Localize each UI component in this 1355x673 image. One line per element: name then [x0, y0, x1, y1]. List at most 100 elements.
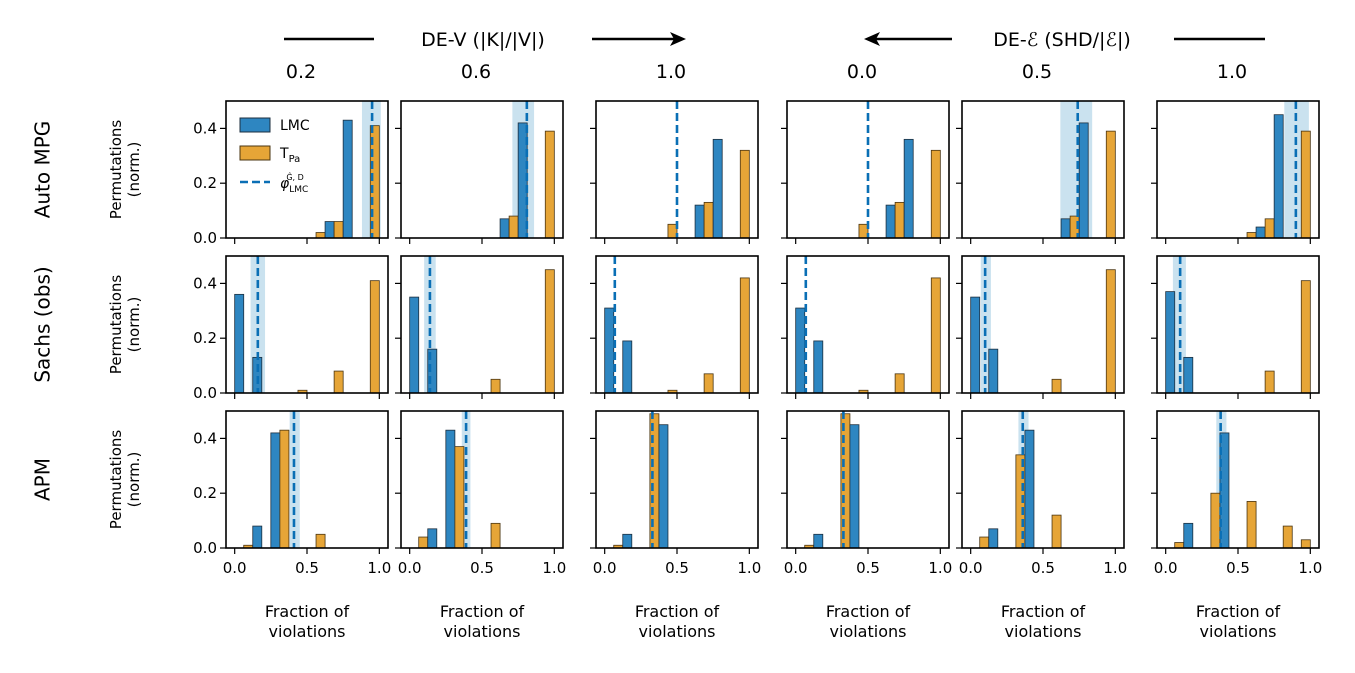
- bar-lmc: [1183, 522, 1194, 549]
- bar-tpa: [315, 232, 326, 239]
- bar-tpa: [1264, 370, 1275, 394]
- panel-frame: [1156, 410, 1320, 549]
- panel-frame: [786, 255, 950, 394]
- bar-tpa: [1051, 378, 1062, 394]
- x-tick-label: 0.5: [1031, 559, 1055, 577]
- y-tick-label: 0.0: [193, 384, 217, 402]
- x-tick-label: 1.0: [1103, 559, 1127, 577]
- x-axis-label-line2: violations: [830, 622, 907, 641]
- bar-lmc: [324, 221, 335, 239]
- bar-lmc: [1060, 218, 1071, 239]
- bar-lmc: [234, 293, 245, 394]
- legend-tpa-main: T: [279, 146, 289, 162]
- x-tick-label: 0.5: [1226, 559, 1250, 577]
- bar-tpa: [1051, 514, 1062, 549]
- phi-band: [424, 256, 436, 393]
- panel-frame: [225, 410, 389, 549]
- bar-tpa: [369, 280, 380, 394]
- bar-lmc: [622, 533, 633, 549]
- bar-tpa: [894, 373, 905, 394]
- x-axis-label-line1: Fraction of: [1196, 602, 1281, 621]
- bar-tpa: [894, 201, 905, 239]
- x-axis-label-line2: violations: [269, 622, 346, 641]
- bar-tpa: [1282, 525, 1293, 549]
- panel-r1-c5: [1151, 255, 1320, 399]
- y-axis-label: Permutations (norm.): [107, 430, 143, 530]
- header-left: DE-V (|K|/|V|): [284, 29, 686, 51]
- panel-frame: [225, 255, 389, 394]
- bar-tpa: [1300, 539, 1311, 549]
- bar-tpa: [1105, 130, 1116, 239]
- panel-r1-c0: 0.0 0.2 0.4 Permutations (norm.): [107, 255, 389, 402]
- x-tick-label: 0.0: [223, 559, 247, 577]
- bar-lmc: [1024, 429, 1035, 549]
- legend-tpa-label: TPa: [279, 146, 300, 165]
- bar-lmc: [658, 424, 669, 549]
- panel-r0-c3: [781, 100, 950, 244]
- x-tick-label: 0.0: [959, 559, 983, 577]
- phi-band: [461, 411, 471, 548]
- bar-tpa: [739, 149, 750, 239]
- phi-band: [980, 256, 991, 393]
- bar-lmc: [445, 429, 456, 549]
- x-tick-label: 0.5: [295, 559, 319, 577]
- bar-lmc: [1078, 122, 1089, 239]
- bar-lmc: [885, 204, 896, 239]
- y-axis-label: Permutations (norm.): [107, 120, 143, 220]
- panel-frame: [595, 100, 759, 239]
- bar-tpa: [858, 223, 869, 239]
- header-left-label: DE-V (|K|/|V|): [421, 29, 545, 51]
- x-axis-label-line1: Fraction of: [635, 602, 720, 621]
- panel-frame: [595, 410, 759, 549]
- x-tick-label: 1.0: [367, 559, 391, 577]
- column-title: 0.2: [286, 61, 316, 83]
- x-tick-label: 0.0: [593, 559, 617, 577]
- y-axis-label: Permutations (norm.): [107, 275, 143, 375]
- x-axis-label-line2: violations: [639, 622, 716, 641]
- panel-frame: [400, 100, 564, 239]
- bar-tpa: [490, 522, 501, 549]
- bar-tpa: [418, 536, 429, 549]
- legend-lmc-label: LMC: [280, 118, 310, 134]
- y-tick-label: 0.0: [193, 539, 217, 557]
- y-axis-label-line1: Permutations: [107, 275, 125, 375]
- bar-tpa: [979, 536, 990, 549]
- x-tick-label: 1.0: [928, 559, 952, 577]
- bar-lmc: [1165, 291, 1176, 394]
- bar-tpa: [703, 373, 714, 394]
- x-tick-label: 0.5: [665, 559, 689, 577]
- y-tick-label: 0.2: [193, 174, 217, 192]
- bar-lmc: [813, 533, 824, 549]
- panel-r0-c2: [590, 100, 759, 244]
- row-label-group: Auto MPG: [31, 121, 55, 219]
- column-title: 0.6: [461, 61, 491, 83]
- legend-tpa-swatch: [239, 145, 271, 161]
- panel-r0-c4: [956, 100, 1125, 244]
- bar-tpa: [1105, 269, 1116, 394]
- x-tick-label: 0.0: [784, 559, 808, 577]
- bar-tpa: [279, 429, 290, 549]
- bar-tpa: [667, 223, 678, 239]
- bar-lmc: [409, 296, 420, 394]
- legend-phi-label: φLMC Ĝ, D: [280, 171, 308, 195]
- bar-lmc: [270, 432, 281, 549]
- panel-r1-c4: [956, 255, 1125, 399]
- x-tick-label: 1.0: [542, 559, 566, 577]
- column-title: 0.5: [1022, 61, 1052, 83]
- panel-frame: [961, 100, 1125, 239]
- row-label: APM: [31, 458, 55, 501]
- bar-lmc: [1183, 356, 1194, 394]
- bar-tpa: [1210, 492, 1221, 549]
- x-tick-label: 0.0: [1154, 559, 1178, 577]
- bar-lmc: [712, 138, 723, 239]
- y-tick-label: 0.0: [193, 229, 217, 247]
- x-axis-label-line2: violations: [1200, 622, 1277, 641]
- y-axis-label-line2: (norm.): [125, 297, 143, 353]
- panel-frame: [400, 410, 564, 549]
